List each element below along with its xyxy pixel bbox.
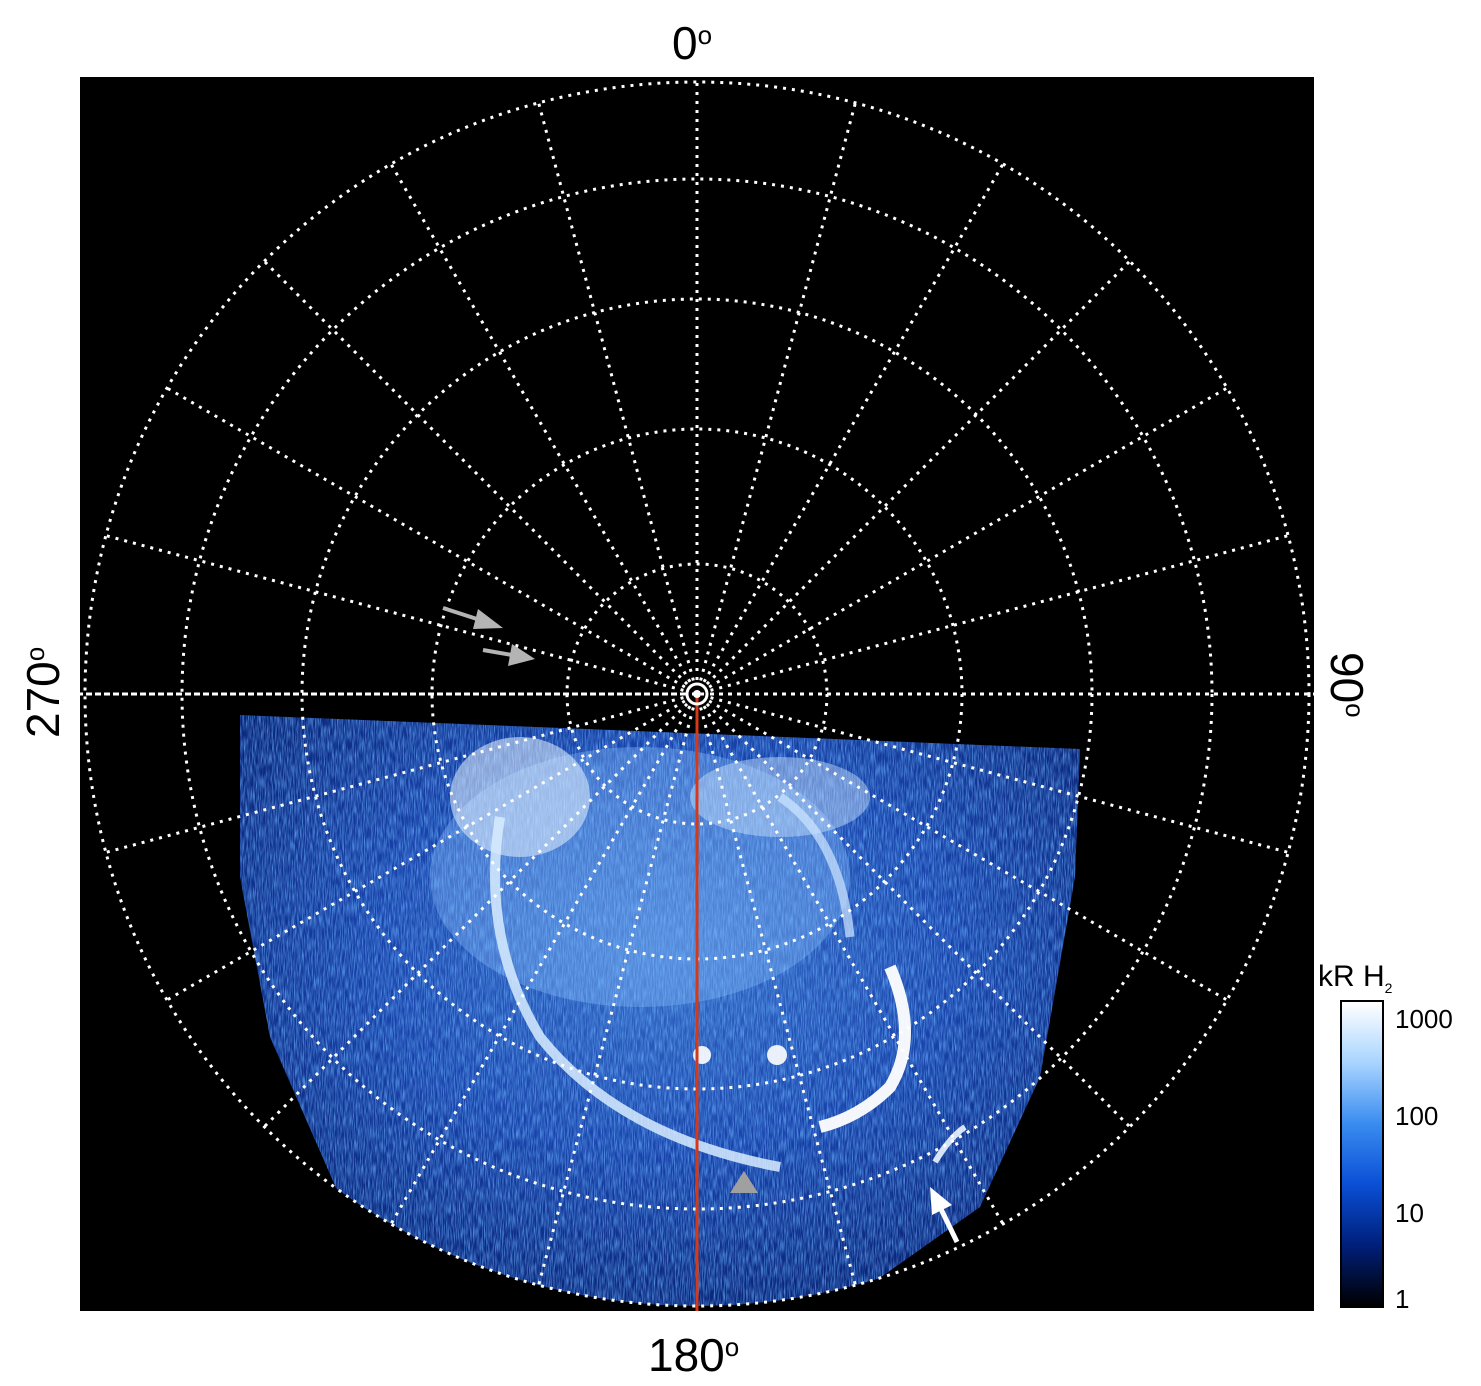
grey-arrow-2 <box>482 644 535 666</box>
axis-label-90deg: 90o <box>1321 652 1373 718</box>
degree-symbol: o <box>697 20 713 50</box>
inner-arc <box>777 793 855 938</box>
longitude-line <box>710 696 1289 854</box>
satellite-footprint <box>932 1124 967 1164</box>
longitude-line <box>708 386 1228 689</box>
axis-label-270-text: 270 <box>17 661 69 738</box>
axis-label-180deg: 180o <box>648 1332 739 1378</box>
longitude-line <box>166 699 686 1002</box>
colorbar-tick-1: 1 <box>1395 1284 1410 1314</box>
colorbar-unit-subscript: 2 <box>1384 980 1393 996</box>
longitude-line <box>705 702 1131 1128</box>
axis-label-90-text: 90 <box>1321 652 1373 704</box>
grey-arrow-1 <box>442 606 503 629</box>
emission-region <box>240 715 1080 1306</box>
bright-spot <box>767 1045 787 1065</box>
colorbar <box>1340 1000 1384 1308</box>
pole-marker <box>685 682 709 706</box>
degree-symbol: o <box>20 646 50 662</box>
bright-arc <box>818 964 911 1133</box>
latitude-circle <box>180 177 1214 1211</box>
axis-label-0-text: 0 <box>672 17 698 69</box>
colorbar-tick-100: 100 <box>1395 1101 1439 1131</box>
main-oval-arc <box>490 816 781 1172</box>
longitude-line <box>699 707 857 1286</box>
polar-aurora-map <box>80 77 1314 1311</box>
colorbar-tick-10: 10 <box>1395 1198 1424 1228</box>
longitude-line <box>537 707 695 1286</box>
longitude-line <box>389 705 692 1225</box>
axis-label-180-text: 180 <box>648 1329 725 1381</box>
colorbar-tick-1000: 1000 <box>1395 1004 1453 1034</box>
grey-triangle <box>730 1171 758 1193</box>
longitude-line <box>705 260 1131 686</box>
longitude-line <box>263 702 689 1128</box>
longitude-line <box>702 705 1005 1225</box>
latitude-circle <box>83 80 1311 1308</box>
longitude-line <box>699 102 857 681</box>
longitude-line <box>263 260 689 686</box>
axis-label-0deg: 0o <box>672 20 712 66</box>
colorbar-title: kR H2 <box>1318 960 1392 996</box>
pole-marker-center <box>693 690 701 698</box>
longitude-line <box>166 386 686 689</box>
colorbar-unit: kR H <box>1318 960 1385 993</box>
longitude-line <box>708 699 1228 1002</box>
longitude-line <box>702 163 1005 683</box>
degree-symbol: o <box>1340 703 1370 718</box>
white-arrow <box>930 1187 960 1244</box>
longitude-line <box>389 163 692 683</box>
longitude-line <box>105 534 684 692</box>
longitude-line <box>710 534 1289 692</box>
axis-label-270deg: 270o <box>17 646 69 738</box>
longitude-line <box>105 696 684 854</box>
degree-symbol: o <box>724 1332 740 1362</box>
longitude-line <box>537 102 695 681</box>
lat-lon-grid <box>80 80 1314 1308</box>
